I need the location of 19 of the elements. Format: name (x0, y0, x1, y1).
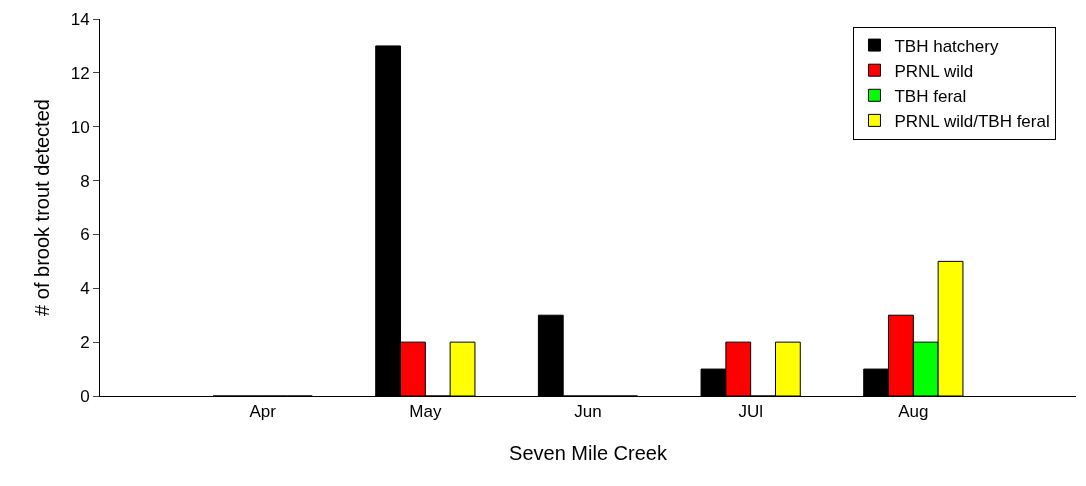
y-tick-label: 6 (80, 225, 90, 245)
y-tick-label: 12 (70, 63, 90, 83)
y-axis-title: # of brook trout detected (31, 99, 54, 316)
y-tick-label: 10 (70, 117, 90, 137)
legend-label: TBH hatchery (894, 36, 999, 56)
x-tick-label: Apr (249, 402, 277, 422)
legend-label: PRNL wild/TBH feral (894, 112, 1050, 132)
y-tick-label: 8 (80, 171, 90, 191)
x-tick-label: Aug (898, 402, 929, 422)
x-tick-label: JUl (738, 402, 763, 422)
x-tick-label: May (409, 402, 442, 422)
legend-label: PRNL wild (894, 61, 974, 81)
legend-label: TBH feral (894, 86, 967, 106)
y-tick-label: 14 (70, 9, 90, 29)
y-tick-label: 0 (80, 386, 90, 406)
x-tick-label: Jun (574, 402, 602, 422)
y-tick-label: 4 (80, 279, 90, 299)
x-axis-title: Seven Mile Creek (509, 441, 668, 464)
y-tick-label: 2 (80, 333, 90, 353)
